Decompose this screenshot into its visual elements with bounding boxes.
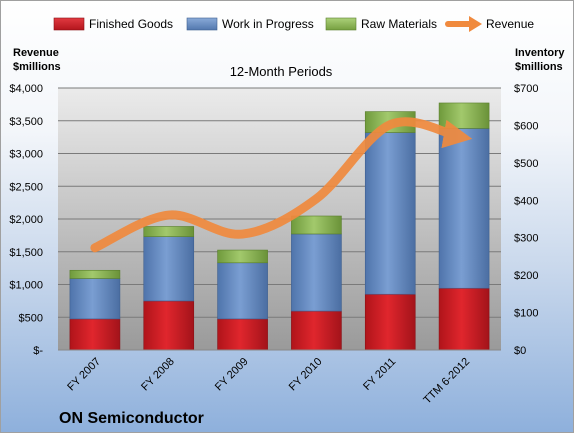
legend-swatch-finished-goods — [53, 17, 85, 31]
left-axis-title: Revenue $millions — [13, 47, 62, 73]
chart-subtitle: 12-Month Periods — [230, 64, 333, 79]
bar-work-in-progress — [69, 278, 121, 320]
legend-label-raw-materials: Raw Materials — [361, 17, 437, 31]
bar-finished-goods — [291, 310, 342, 351]
left-tick-label: $2,000 — [9, 214, 43, 226]
x-tick-label: FY 2011 — [361, 356, 398, 393]
legend-arrow-revenue — [469, 16, 482, 32]
left-tick-label: $3,000 — [9, 149, 43, 161]
right-tick-label: $500 — [514, 158, 538, 170]
right-axis-title: Inventory $millions — [515, 47, 568, 73]
bar-finished-goods — [143, 300, 195, 351]
right-tick-label: $0 — [514, 345, 526, 357]
bar-raw-materials — [438, 102, 490, 129]
legend-swatch-raw-materials — [325, 17, 357, 31]
left-tick-label: $3,500 — [9, 116, 43, 128]
bar-raw-materials — [69, 269, 121, 279]
bar-work-in-progress — [438, 128, 490, 289]
left-tick-label: $1,000 — [9, 280, 43, 292]
company-name: ON Semiconductor — [59, 410, 204, 427]
bar-finished-goods — [438, 287, 490, 351]
left-tick-label: $1,500 — [9, 247, 43, 259]
x-tick-label: FY 2008 — [139, 356, 177, 394]
revenue-line — [90, 117, 473, 253]
right-tick-label: $400 — [514, 195, 538, 207]
right-axis-title-line-1: Inventory — [515, 47, 565, 59]
bar-work-in-progress — [217, 262, 268, 320]
right-tick-label: $300 — [514, 233, 538, 245]
legend-label-work-in-progress: Work in Progress — [222, 17, 314, 31]
gridlines — [58, 87, 501, 318]
x-tick-label: FY 2010 — [287, 356, 325, 394]
left-axis-title-line-2: $millions — [13, 61, 61, 73]
left-tick-label: $2,500 — [9, 181, 43, 193]
bar-work-in-progress — [143, 236, 195, 302]
right-axis-title-line-2: $millions — [515, 61, 563, 73]
x-axis-ticks: FY 2007 FY 2008 FY 2009 FY 2010 FY 2011 TTM 6… — [65, 356, 472, 407]
bar-raw-materials — [291, 215, 342, 235]
left-tick-label: $- — [33, 345, 43, 357]
x-tick-label: FY 2009 — [213, 356, 251, 394]
right-axis-ticks: $0 $100 $200 $300 $400 $500 $600 $700 — [514, 83, 538, 357]
legend-label-finished-goods: Finished Goods — [89, 17, 173, 31]
left-axis-title-line-1: Revenue — [13, 47, 59, 59]
bar-finished-goods — [364, 293, 416, 351]
bar-raw-materials — [217, 249, 268, 264]
bar-work-in-progress — [364, 132, 416, 295]
right-tick-label: $100 — [514, 308, 538, 320]
right-tick-label: $600 — [514, 120, 538, 132]
bars — [69, 102, 490, 351]
legend: Finished Goods Work in Progress Raw Mate… — [53, 16, 534, 32]
left-tick-label: $4,000 — [9, 83, 43, 95]
x-tick-label: FY 2007 — [65, 356, 103, 394]
bar-work-in-progress — [291, 233, 342, 312]
bar-finished-goods — [217, 318, 268, 351]
legend-swatch-work-in-progress — [186, 17, 218, 31]
bar-finished-goods — [69, 318, 121, 351]
right-tick-label: $700 — [514, 83, 538, 95]
bar-raw-materials — [143, 226, 195, 237]
left-tick-label: $500 — [19, 312, 43, 324]
right-tick-label: $200 — [514, 270, 538, 282]
legend-label-revenue: Revenue — [486, 17, 534, 31]
x-tick-label: TTM 6-2012 — [421, 356, 472, 407]
left-axis-ticks: $- $500 $1,000 $1,500 $2,000 $2,500 $3,000 $3,5… — [9, 83, 43, 357]
